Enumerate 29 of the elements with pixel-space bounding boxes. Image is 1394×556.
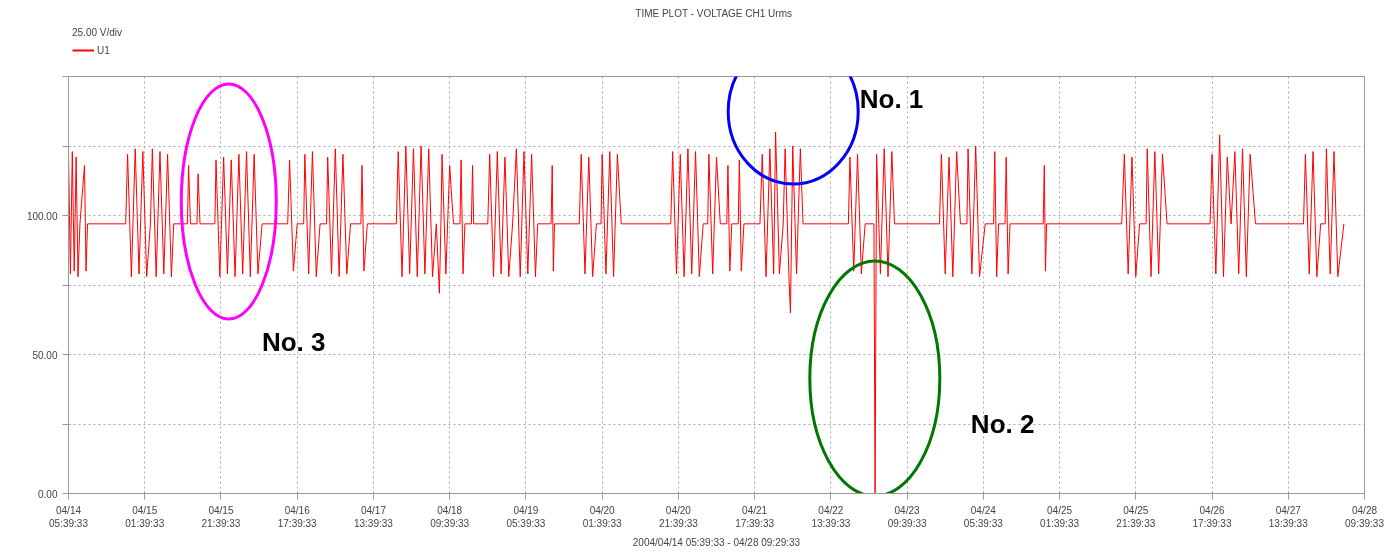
x-tick-label: 04/20 01:39:33 [582, 504, 623, 529]
line-series [68, 131, 1345, 494]
legend-title: 25.00 V/div [72, 27, 123, 38]
annotation: No. 2 [970, 408, 1035, 439]
annotation: No. 3 [261, 326, 326, 357]
x-tick-label: 04/17 13:39:33 [353, 504, 394, 529]
x-tick-label: 04/21 17:39:33 [735, 504, 775, 529]
x-tick-label: 04/15 01:39:33 [125, 504, 165, 529]
x-tick-label: 04/28 09:39:33 [1345, 504, 1385, 529]
y-tick-label: 100.00 [26, 210, 58, 222]
chart-title: TIME PLOT - VOLTAGE CH1 Urms [635, 7, 792, 19]
x-axis-title: 2004/04/14 05:39:33 - 04/28 09:29:33 [632, 536, 801, 548]
y-tick-label: 50.00 [32, 349, 58, 361]
x-tick-label: 04/25 01:39:33 [1040, 504, 1080, 529]
x-tick-label: 04/20 21:39:33 [658, 504, 699, 529]
x-tick-label: 04/18 09:39:33 [430, 504, 470, 529]
x-tick-label: 04/24 05:39:33 [963, 504, 1004, 529]
x-tick-label: 04/26 17:39:33 [1192, 504, 1232, 529]
annotation: No. 1 [859, 83, 924, 114]
y-tick-label: 0.00 [38, 488, 58, 500]
x-tick-label: 04/23 09:39:33 [887, 504, 927, 529]
x-tick-label: 04/25 21:39:33 [1116, 504, 1156, 529]
legend-label: U1 [97, 44, 111, 56]
x-tick-label: 04/19 05:39:33 [506, 504, 546, 529]
x-tick-label: 04/15 21:39:33 [201, 504, 241, 529]
x-tick-label: 04/22 13:39:33 [811, 504, 851, 529]
x-tick-label: 04/14 05:39:33 [49, 504, 89, 529]
x-tick-label: 04/27 13:39:33 [1268, 504, 1309, 529]
x-tick-label: 04/16 17:39:33 [277, 504, 318, 529]
